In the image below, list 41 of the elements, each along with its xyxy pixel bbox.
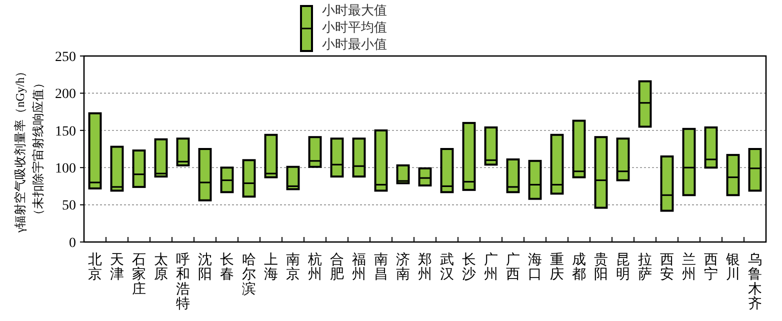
- x-tick-label: 郑州: [418, 252, 432, 283]
- x-tick-label: 西宁: [704, 253, 718, 283]
- x-tick-label: 武汉: [440, 252, 454, 283]
- x-tick-label: 西安: [660, 253, 674, 283]
- x-tick-label: 石家庄: [132, 253, 146, 298]
- x-tick-label: 海口: [528, 252, 542, 283]
- x-tick-label: 上海: [264, 252, 278, 283]
- x-tick-label: 福州: [352, 252, 366, 283]
- y-tick-label: 200: [55, 87, 76, 102]
- y-tick-label: 150: [55, 124, 76, 140]
- x-tick-label: 济南: [396, 252, 410, 283]
- x-tick-label: 长沙: [462, 252, 476, 283]
- x-tick-label: 拉萨: [638, 252, 652, 283]
- y-tick-label: 0: [69, 236, 76, 251]
- x-tick-label: 南京: [286, 252, 300, 283]
- x-tick-label: 广西: [506, 252, 520, 283]
- x-tick-label: 太原: [154, 252, 168, 283]
- x-tick-label: 广州: [484, 252, 498, 283]
- x-tick-label: 呼和浩特: [176, 252, 190, 312]
- x-tick-label: 成都: [572, 252, 586, 283]
- x-tick-label: 沈阳: [198, 252, 212, 283]
- text: 小时平均值: [322, 20, 387, 35]
- y-axis-title: γ辐射空气吸收剂量率（nGy/h）（未扣除宇宙射线响应值）: [13, 65, 45, 234]
- x-tick-label: 北京: [88, 252, 102, 283]
- x-tick-label: 长春: [220, 252, 234, 283]
- y-tick-label: 50: [62, 198, 76, 214]
- x-tick-label: 哈尔滨: [242, 252, 256, 298]
- x-tick-label: 兰州: [682, 252, 696, 283]
- x-tick-label: 重庆: [550, 252, 564, 283]
- x-tick-label: 合肥: [330, 252, 344, 283]
- x-tick-label: 乌鲁木齐: [748, 252, 762, 312]
- x-tick-label: 杭州: [307, 252, 322, 283]
- x-tick-label: 昆明: [616, 252, 630, 283]
- x-tick-label: 南昌: [374, 252, 388, 283]
- x-tick-label: 天津: [110, 253, 124, 283]
- text: 小时最大值: [322, 2, 387, 18]
- x-tick-label: 银川: [725, 252, 740, 283]
- text: 小时最小值: [322, 36, 387, 52]
- x-tick-label: 贵阳: [594, 252, 608, 283]
- y-tick-label: 250: [55, 50, 76, 65]
- y-tick-label: 100: [55, 162, 76, 176]
